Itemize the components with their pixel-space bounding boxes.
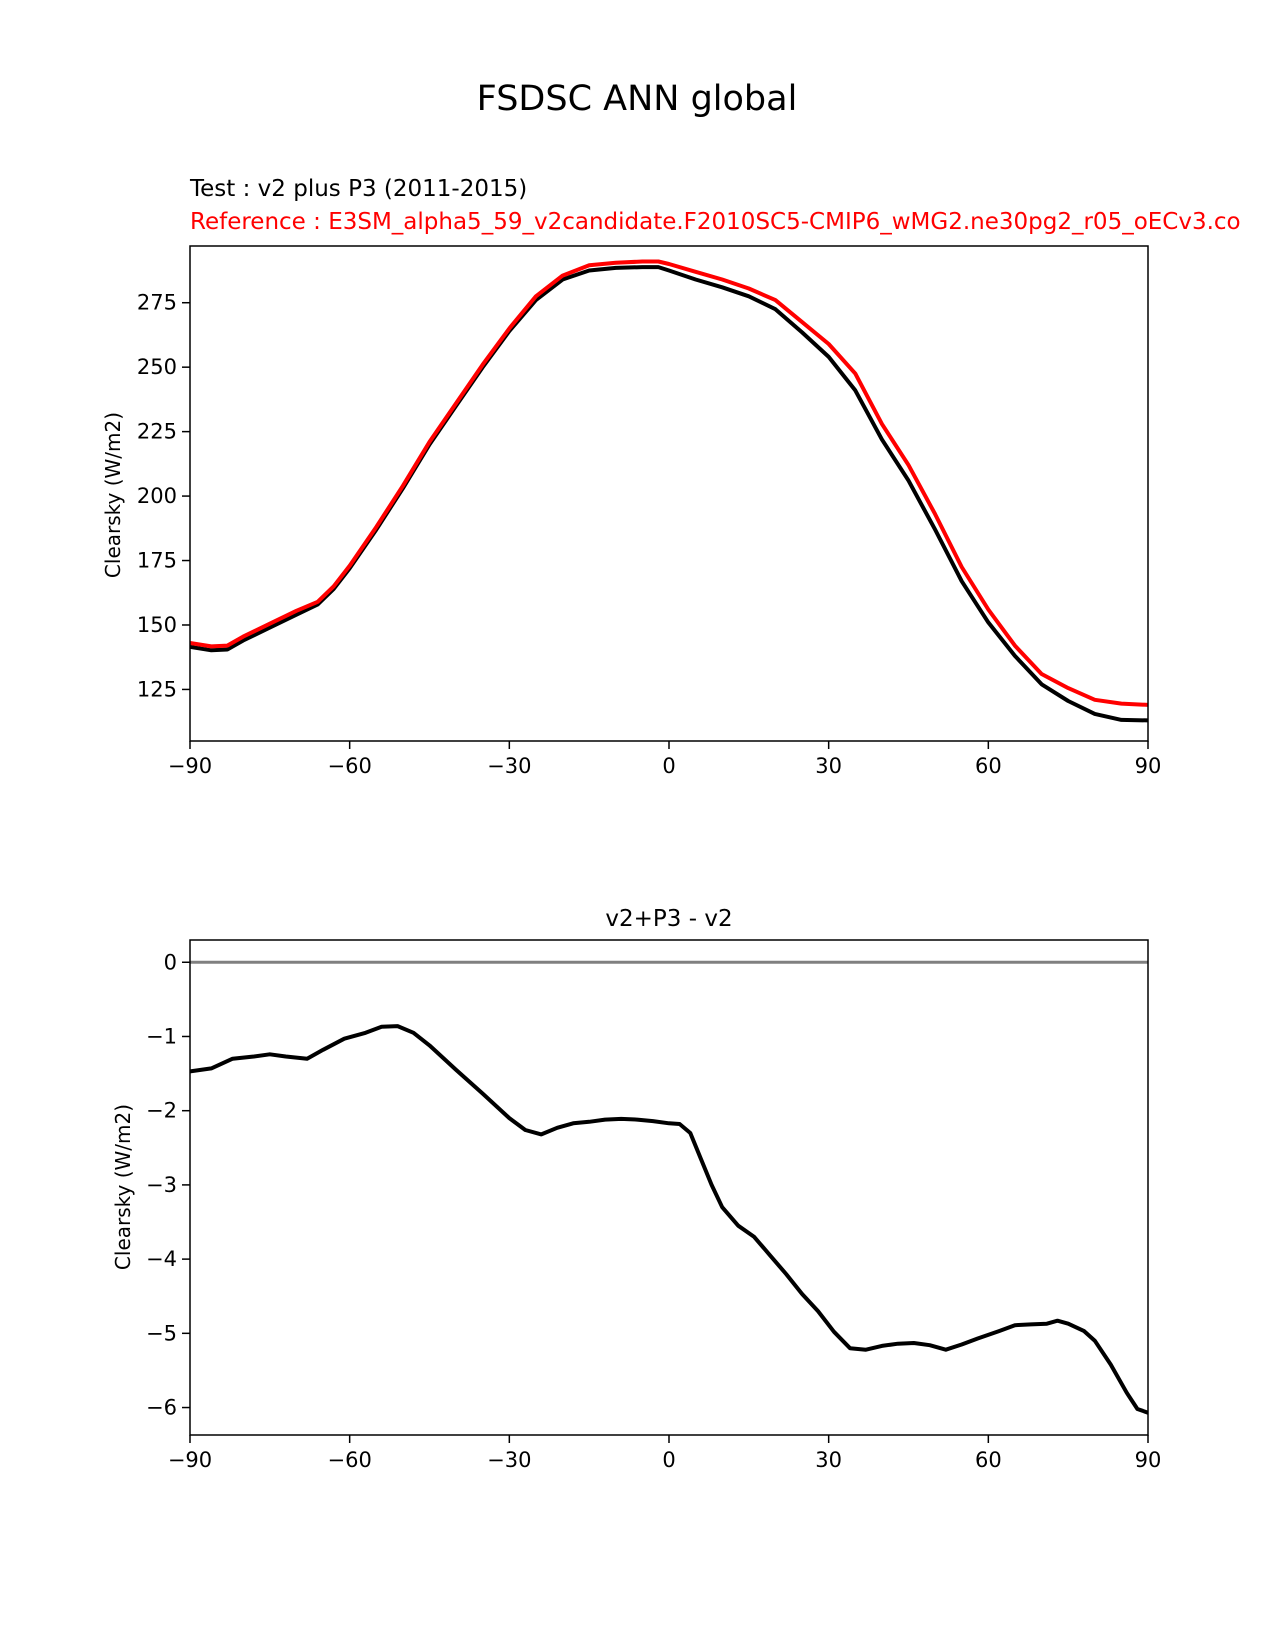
bottom-series-v2-p3-v2 [190,1024,1148,1415]
bottom-title: v2+P3 - v2 [605,906,732,932]
top-subtitle-reference: Reference : E3SM_alpha5_59_v2candidate.F… [190,209,1241,235]
top-panel: Test : v2 plus P3 (2011-2015) Reference … [101,176,1241,778]
top-ytick-label: 125 [137,677,177,701]
top-xtick-label: 90 [1135,754,1162,778]
bottom-xtick-label: −30 [487,1448,531,1472]
bottom-xtick-label: 30 [815,1448,842,1472]
bottom-ytick-label: 0 [164,950,177,974]
top-xtick-label: 30 [815,754,842,778]
top-xtick-label: −60 [328,754,372,778]
top-ylabel: Clearsky (W/m2) [101,412,125,578]
top-series-test [190,265,1148,723]
bottom-panel: v2+P3 - v2 Clearsky (W/m2) −90 −60 −30 0 30 6… [111,906,1161,1472]
bottom-ytick-label: −6 [146,1396,177,1420]
figure-title: FSDSC ANN global [477,79,798,119]
top-xtick-label: 0 [662,754,675,778]
bottom-plot-area [190,960,1148,1415]
top-plot-area [190,259,1148,723]
top-ytick-label: 250 [137,355,177,379]
bottom-ytick-label: −3 [146,1173,177,1197]
bottom-ylabel: Clearsky (W/m2) [111,1104,135,1270]
top-ytick-label: 150 [137,613,177,637]
bottom-xtick-label: 60 [975,1448,1002,1472]
top-series-reference [190,259,1148,707]
top-xtick-label: 60 [975,754,1002,778]
bottom-ytick-label: −1 [146,1024,177,1048]
bottom-xtick-label: −90 [168,1448,212,1472]
bottom-xtick-label: −60 [328,1448,372,1472]
bottom-xtick-label: 90 [1135,1448,1162,1472]
top-ytick-label: 175 [137,549,177,573]
bottom-ytick-label: −2 [146,1099,177,1123]
top-ytick-label: 275 [137,291,177,315]
top-xtick-label: −90 [168,754,212,778]
top-xtick-label: −30 [487,754,531,778]
bottom-ytick-label: −4 [146,1247,177,1271]
bottom-ytick-label: −5 [146,1321,177,1345]
top-axes-frame [189,245,1149,742]
top-ytick-label: 200 [137,484,177,508]
bottom-xtick-label: 0 [662,1448,675,1472]
top-subtitle-test: Test : v2 plus P3 (2011-2015) [189,176,527,202]
top-ytick-label: 225 [137,420,177,444]
bottom-axes-frame [189,939,1149,1436]
